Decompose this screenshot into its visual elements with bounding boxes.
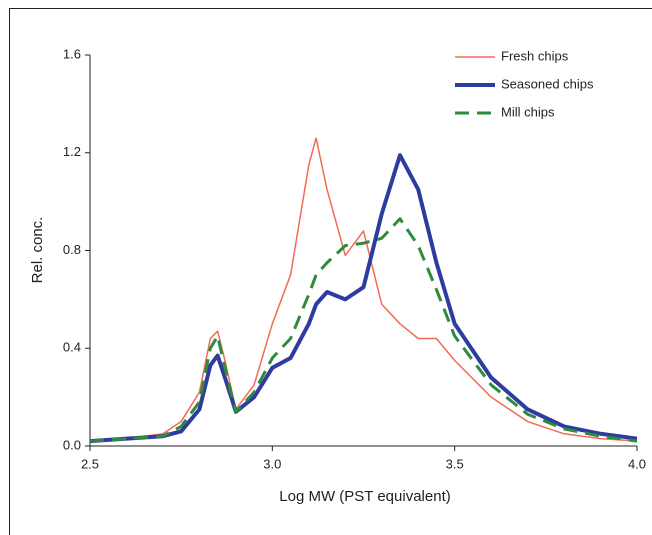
legend-label: Seasoned chips	[501, 76, 594, 91]
x-axis-title: Log MW (PST equivalent)	[279, 488, 450, 505]
x-tick-label: 2.5	[81, 456, 99, 471]
x-tick-label: 3.5	[446, 456, 464, 471]
y-axis-title: Rel. conc.	[29, 217, 46, 284]
x-tick-label: 3.0	[263, 456, 281, 471]
legend-label: Mill chips	[501, 104, 555, 119]
series-line	[89, 137, 638, 442]
frame	[9, 8, 652, 535]
y-tick-label: 1.2	[63, 144, 81, 159]
y-tick-label: 0.4	[63, 340, 81, 355]
y-tick-label: 0.8	[63, 242, 81, 257]
x-tick-label: 4.0	[628, 456, 646, 471]
y-tick-label: 0.0	[63, 437, 81, 452]
series-line	[89, 217, 638, 443]
y-tick-label: 1.6	[63, 46, 81, 61]
legend-label: Fresh chips	[501, 48, 569, 63]
series-line	[89, 153, 638, 444]
